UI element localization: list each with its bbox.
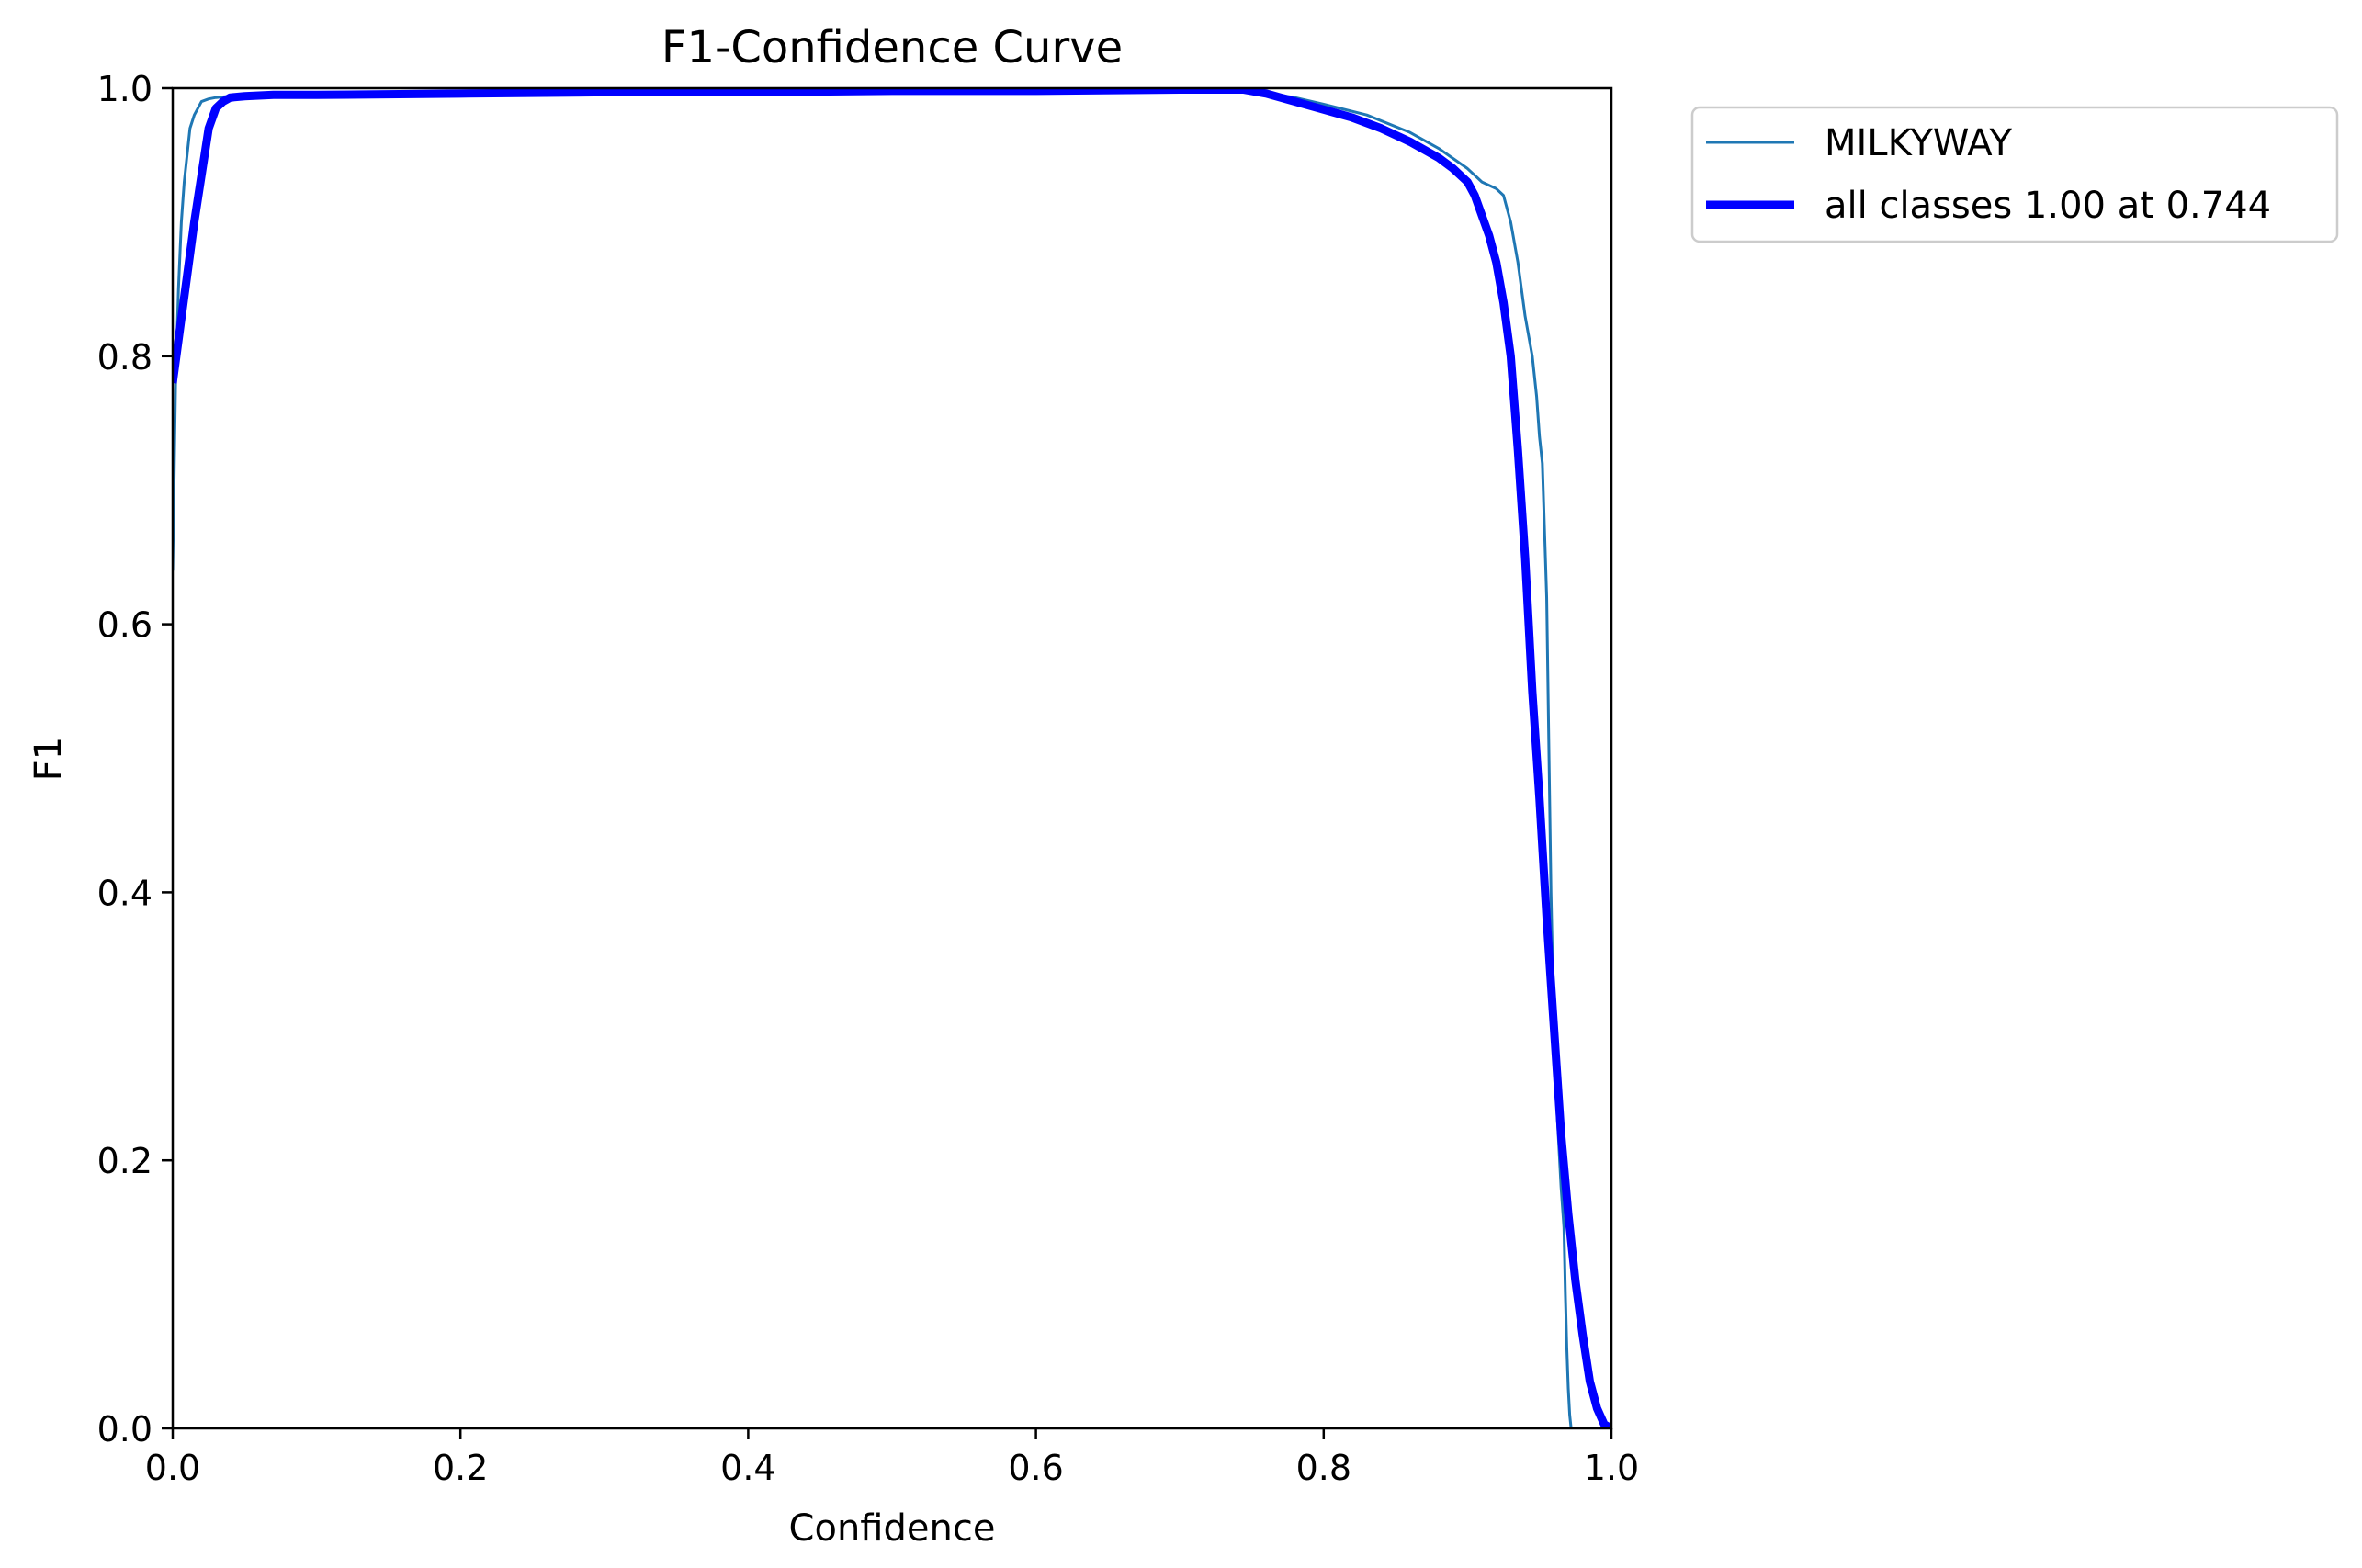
- x-tick-label: 0.8: [1296, 1448, 1351, 1488]
- legend-label: all classes 1.00 at 0.744: [1825, 185, 2271, 227]
- y-tick-label: 0.4: [97, 873, 153, 913]
- y-axis-label: F1: [28, 737, 70, 781]
- x-axis: 0.0 0.2 0.4 0.6 0.8 1.0: [145, 1428, 1639, 1488]
- plot-area-frame: [171, 86, 1613, 1430]
- x-tick-label: 0.0: [145, 1448, 200, 1488]
- y-tick-label: 0.6: [97, 605, 153, 646]
- x-tick-label: 1.0: [1584, 1448, 1639, 1488]
- x-tick-label: 0.6: [1008, 1448, 1063, 1488]
- x-axis-label: Confidence: [789, 1507, 996, 1550]
- y-tick-label: 0.2: [97, 1141, 153, 1181]
- legend-label: MILKYWAY: [1825, 122, 2012, 164]
- y-tick-label: 0.0: [97, 1409, 153, 1450]
- y-tick-label: 0.8: [97, 337, 153, 378]
- legend-box: [1690, 106, 2339, 243]
- x-tick-label: 0.4: [720, 1448, 775, 1488]
- series-layer: [173, 88, 1611, 1428]
- chart-title: F1-Confidence Curve: [661, 22, 1123, 73]
- series-line-2: [173, 88, 1611, 1428]
- y-tick-label: 1.0: [97, 69, 153, 109]
- y-axis: 0.0 0.2 0.4 0.6 0.8 1.0: [97, 69, 173, 1450]
- x-tick-label: 0.2: [433, 1448, 488, 1488]
- legend: MILKYWAY all classes 1.00 at 0.744: [1690, 106, 2339, 243]
- series-line-1: [173, 88, 1611, 1428]
